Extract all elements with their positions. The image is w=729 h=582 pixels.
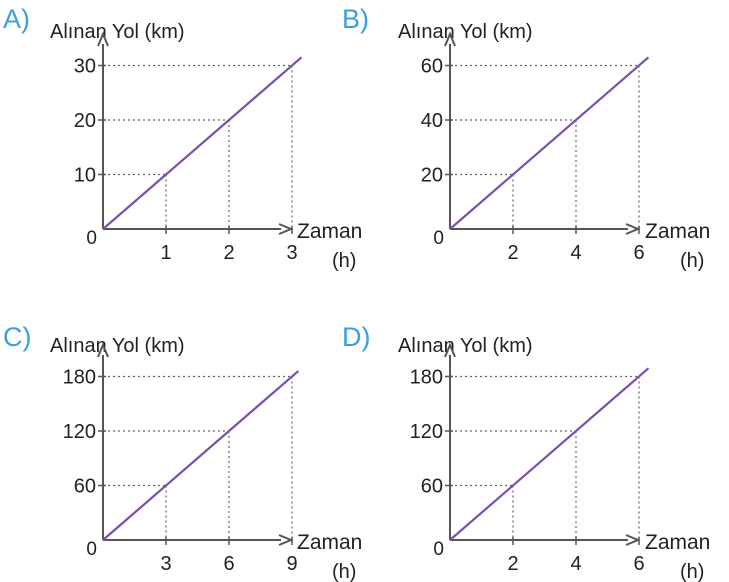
x-tick-label: 6: [633, 553, 644, 575]
series-line: [102, 370, 300, 541]
y-tick-label: 60: [74, 476, 96, 498]
x-axis-arrow-icon: [625, 223, 641, 235]
option-letter: A): [3, 4, 30, 34]
x-tick-label: 2: [223, 242, 234, 264]
x-axis-label: Zaman: [297, 220, 362, 243]
x-axis-label: Zaman: [645, 531, 710, 554]
y-tick-label: 40: [421, 110, 443, 132]
x-axis-unit: (h): [680, 561, 704, 582]
x-tick-label: 1: [160, 242, 171, 264]
series-line: [449, 56, 650, 230]
x-tick-label: 6: [223, 553, 234, 575]
y-tick-label: 20: [74, 110, 96, 132]
y-axis-label: Alınan Yol (km): [50, 335, 185, 357]
x-axis-unit: (h): [332, 250, 356, 272]
y-axis-label: Alınan Yol (km): [398, 21, 533, 43]
x-axis-arrow-icon: [625, 534, 641, 546]
origin-label: 0: [86, 228, 97, 249]
x-axis-label: Zaman: [297, 531, 362, 554]
y-axis-label: Alınan Yol (km): [398, 335, 533, 357]
x-tick-label: 6: [633, 242, 644, 264]
y-tick-label: 20: [421, 165, 443, 187]
x-tick-label: 3: [286, 242, 297, 264]
x-axis-arrow-icon: [278, 534, 294, 546]
x-tick-label: 2: [507, 553, 518, 575]
y-tick-label: 60: [421, 56, 443, 78]
y-tick-label: 180: [410, 367, 443, 389]
x-tick-label: 9: [286, 553, 297, 575]
origin-label: 0: [86, 539, 97, 560]
x-axis-arrow-icon: [278, 223, 294, 235]
x-tick-label: 2: [507, 242, 518, 264]
x-tick-label: 4: [570, 553, 581, 575]
y-tick-label: 10: [74, 165, 96, 187]
y-tick-label: 120: [410, 421, 443, 443]
y-axis-label: Alınan Yol (km): [50, 21, 185, 43]
y-axis-arrow-icon: [97, 31, 109, 47]
x-axis-label: Zaman: [645, 220, 710, 243]
y-tick-label: 120: [63, 421, 96, 443]
y-tick-label: 180: [63, 367, 96, 389]
x-tick-label: 4: [570, 242, 581, 264]
y-axis-arrow-icon: [444, 342, 456, 358]
x-axis-unit: (h): [680, 250, 704, 272]
y-tick-label: 30: [74, 56, 96, 78]
y-axis-arrow-icon: [444, 31, 456, 47]
y-tick-label: 60: [421, 476, 443, 498]
y-axis-arrow-icon: [97, 342, 109, 358]
option-letter: B): [342, 4, 369, 34]
x-tick-label: 3: [160, 553, 171, 575]
origin-label: 0: [433, 228, 444, 249]
series-line: [102, 56, 303, 230]
option-letter: C): [3, 322, 32, 352]
series-line: [449, 367, 650, 541]
x-axis-unit: (h): [332, 561, 356, 582]
origin-label: 0: [433, 539, 444, 560]
option-letter: D): [342, 322, 371, 352]
